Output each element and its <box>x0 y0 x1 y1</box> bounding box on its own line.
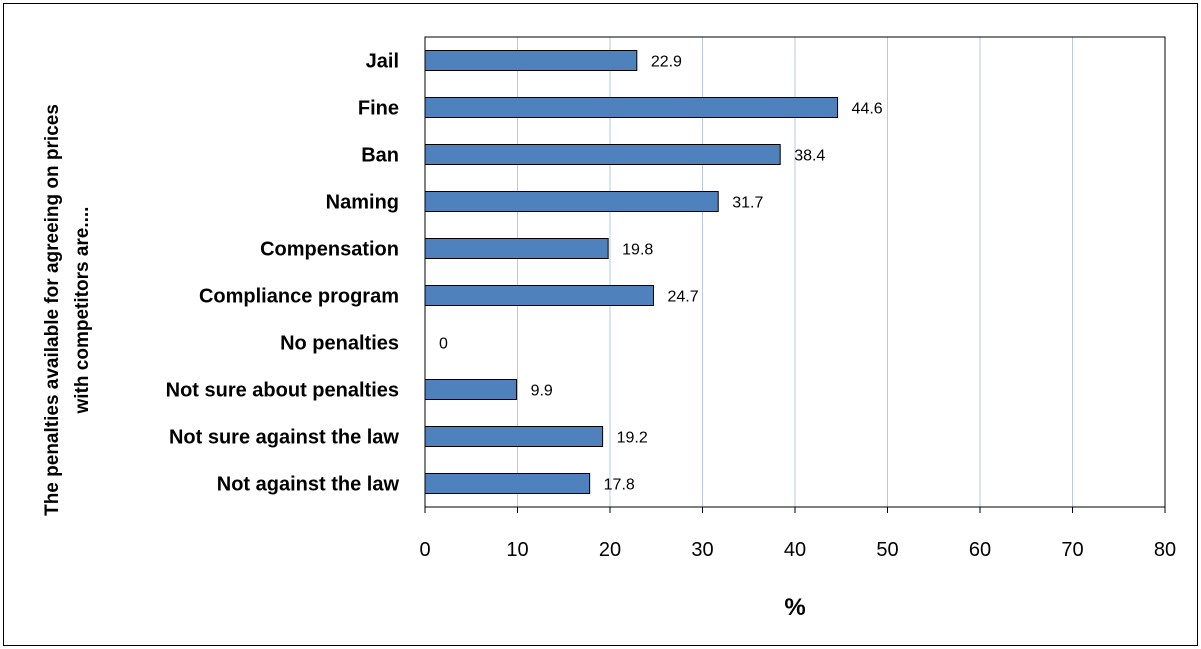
bar <box>424 238 609 259</box>
y-axis-title-line-2: with competitors are.... <box>72 207 93 415</box>
x-axis-title: % <box>784 594 805 621</box>
x-tick-label: 80 <box>1154 539 1176 561</box>
category-label: Jail <box>366 51 399 73</box>
category-labels: Jail Fine Ban Naming Compensation Compliance … <box>166 51 400 496</box>
category-label: Ban <box>361 145 399 167</box>
x-tick-label: 30 <box>691 539 713 561</box>
category-label: No penalties <box>280 333 399 355</box>
bar <box>424 144 781 165</box>
data-label: 44.6 <box>852 101 883 118</box>
data-label: 17.8 <box>604 477 635 494</box>
bar <box>424 426 604 447</box>
category-label: Compliance program <box>199 286 399 308</box>
bar <box>424 473 591 494</box>
x-tick-label: 50 <box>876 539 898 561</box>
category-label: Naming <box>326 192 399 214</box>
data-label: 22.9 <box>651 54 682 71</box>
x-tick-label: 0 <box>419 539 430 561</box>
x-tick-label: 60 <box>969 539 991 561</box>
category-label: Not sure against the law <box>169 427 399 449</box>
category-label: Fine <box>358 98 399 120</box>
data-label: 31.7 <box>732 195 763 212</box>
data-label: 0 <box>439 336 448 353</box>
data-label: 19.8 <box>622 242 653 259</box>
data-label: 24.7 <box>667 289 698 306</box>
x-tick-label: 70 <box>1061 539 1083 561</box>
x-tick-label: 20 <box>599 539 621 561</box>
data-label: 38.4 <box>794 148 825 165</box>
category-label: Not sure about penalties <box>166 380 399 402</box>
category-label: Compensation <box>260 239 399 261</box>
category-label: Not against the law <box>217 474 400 496</box>
bar <box>424 50 638 71</box>
data-label: 19.2 <box>617 430 648 447</box>
x-axis-ticks: 0 10 20 30 40 50 60 70 80 <box>419 507 1176 561</box>
data-labels: 22.9 44.6 38.4 31.7 19.8 24.7 0 9.9 19.2 17.8 <box>439 54 883 494</box>
bar <box>424 97 839 118</box>
bar <box>424 191 719 212</box>
bars <box>424 50 839 494</box>
y-axis-title-line-1: The penalties available for agreeing on … <box>42 104 63 516</box>
data-label: 9.9 <box>531 383 553 400</box>
bar <box>424 379 518 400</box>
x-tick-label: 10 <box>506 539 528 561</box>
y-axis-title: The penalties available for agreeing on … <box>42 104 93 516</box>
bar <box>424 285 654 306</box>
x-tick-label: 40 <box>784 539 806 561</box>
